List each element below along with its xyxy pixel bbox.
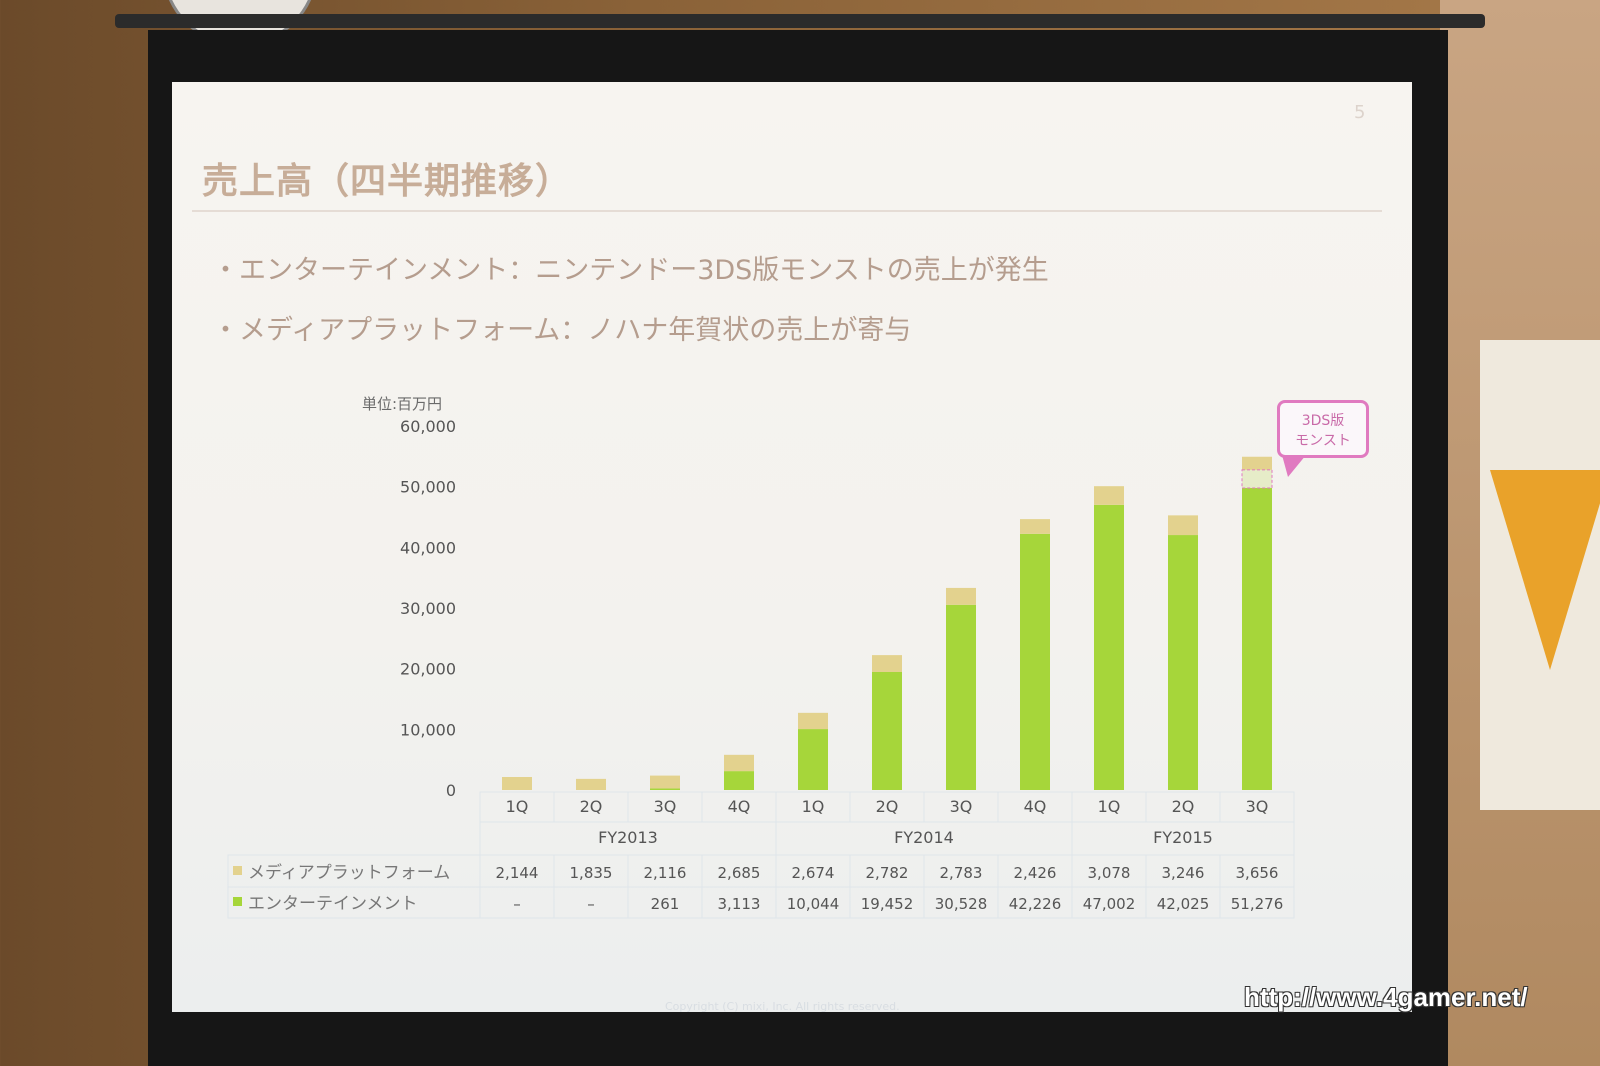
bar-media-platform bbox=[872, 655, 902, 672]
data-label-media: 2,782 bbox=[866, 864, 909, 882]
callout-line-2: モンスト bbox=[1295, 433, 1351, 449]
data-label-media: 2,116 bbox=[644, 864, 687, 882]
slide-title: 売上高（四半期推移） bbox=[202, 161, 573, 202]
x-tick-label: 3Q bbox=[654, 797, 677, 816]
data-label-entertainment: 3,113 bbox=[718, 895, 761, 913]
highlight-3ds-segment bbox=[1241, 469, 1273, 489]
bar-media-platform bbox=[1168, 515, 1198, 536]
data-label-entertainment: 30,528 bbox=[935, 895, 988, 913]
bullet-media: ・メディアプラットフォーム：ノハナ年賀状の売上が寄与 bbox=[212, 315, 912, 346]
bar-media-platform bbox=[650, 775, 680, 789]
unit-label: 単位:百万円 bbox=[362, 395, 443, 413]
data-label-entertainment: 19,452 bbox=[861, 895, 914, 913]
y-tick-label: 10,000 bbox=[400, 720, 456, 739]
data-label-media: 2,144 bbox=[496, 864, 539, 882]
title-divider bbox=[192, 210, 1382, 212]
y-tick-label: 60,000 bbox=[400, 417, 456, 436]
x-tick-label: 4Q bbox=[728, 797, 751, 816]
copyright: Copyright (C) mixi, Inc. All rights rese… bbox=[665, 1000, 900, 1013]
legend-swatch-entertainment bbox=[233, 897, 242, 906]
callout-tail bbox=[1282, 455, 1306, 477]
x-tick-label: 3Q bbox=[1246, 797, 1269, 816]
y-tick-label: 0 bbox=[446, 781, 456, 800]
group-label-fy2013: FY2013 bbox=[598, 828, 658, 847]
x-tick-label: 1Q bbox=[506, 797, 529, 816]
bar-entertainment bbox=[1020, 533, 1050, 790]
screen-housing bbox=[115, 14, 1485, 28]
data-label-entertainment: – bbox=[513, 895, 521, 913]
bar-media-platform bbox=[1094, 486, 1124, 505]
data-label-entertainment: 261 bbox=[651, 895, 680, 913]
bar-media-platform bbox=[724, 754, 754, 772]
y-tick-label: 40,000 bbox=[400, 538, 456, 557]
legend-label-media: メディアプラットフォーム bbox=[248, 862, 450, 883]
data-label-entertainment: 10,044 bbox=[787, 895, 840, 913]
group-label-fy2014: FY2014 bbox=[894, 828, 954, 847]
x-tick-label: 4Q bbox=[1024, 797, 1047, 816]
x-tick-label: 3Q bbox=[950, 797, 973, 816]
x-tick-label: 2Q bbox=[876, 797, 899, 816]
bar-entertainment bbox=[872, 671, 902, 790]
watermark: http://www.4gamer.net/ bbox=[1244, 982, 1528, 1012]
poster-graphic bbox=[1490, 470, 1600, 670]
bar-entertainment bbox=[724, 771, 754, 790]
bar-entertainment bbox=[798, 729, 828, 790]
data-label-entertainment: 51,276 bbox=[1231, 895, 1284, 913]
callout-line-1: 3DS版 bbox=[1301, 413, 1345, 429]
bar-entertainment bbox=[1242, 478, 1272, 790]
data-label-media: 3,246 bbox=[1162, 864, 1205, 882]
data-label-media: 2,783 bbox=[940, 864, 983, 882]
y-tick-label: 50,000 bbox=[400, 478, 456, 497]
bar-media-platform bbox=[798, 712, 828, 730]
data-label-entertainment: 47,002 bbox=[1083, 895, 1136, 913]
data-label-media: 2,674 bbox=[792, 864, 835, 882]
bar-media-platform bbox=[576, 778, 606, 790]
bar-entertainment bbox=[946, 604, 976, 790]
legend-label-entertainment: エンターテインメント bbox=[248, 894, 418, 914]
callout-3ds: 3DS版 モンスト bbox=[1277, 400, 1369, 458]
y-tick-label: 30,000 bbox=[400, 599, 456, 618]
data-label-entertainment: 42,025 bbox=[1157, 895, 1210, 913]
data-label-media: 2,426 bbox=[1014, 864, 1057, 882]
data-label-entertainment: 42,226 bbox=[1009, 895, 1062, 913]
data-label-media: 1,835 bbox=[570, 864, 613, 882]
bullet-entertainment: ・エンターテインメント：ニンテンドー3DS版モンストの売上が発生 bbox=[212, 255, 1049, 286]
slide bbox=[172, 82, 1412, 1012]
x-tick-label: 1Q bbox=[1098, 797, 1121, 816]
page-number: 5 bbox=[1354, 102, 1366, 123]
x-tick-label: 2Q bbox=[1172, 797, 1195, 816]
bar-media-platform bbox=[502, 776, 532, 790]
bar-entertainment bbox=[650, 788, 680, 790]
data-label-entertainment: – bbox=[587, 895, 595, 913]
bar-media-platform bbox=[946, 587, 976, 605]
legend-swatch-media bbox=[233, 866, 242, 875]
data-label-media: 3,078 bbox=[1088, 864, 1131, 882]
bar-entertainment bbox=[1168, 535, 1198, 790]
group-label-fy2015: FY2015 bbox=[1153, 828, 1213, 847]
bar-entertainment bbox=[1094, 504, 1124, 790]
data-label-media: 2,685 bbox=[718, 864, 761, 882]
x-tick-label: 1Q bbox=[802, 797, 825, 816]
bar-media-platform bbox=[1020, 519, 1050, 534]
x-tick-label: 2Q bbox=[580, 797, 603, 816]
data-label-media: 3,656 bbox=[1236, 864, 1279, 882]
y-tick-label: 20,000 bbox=[400, 660, 456, 679]
